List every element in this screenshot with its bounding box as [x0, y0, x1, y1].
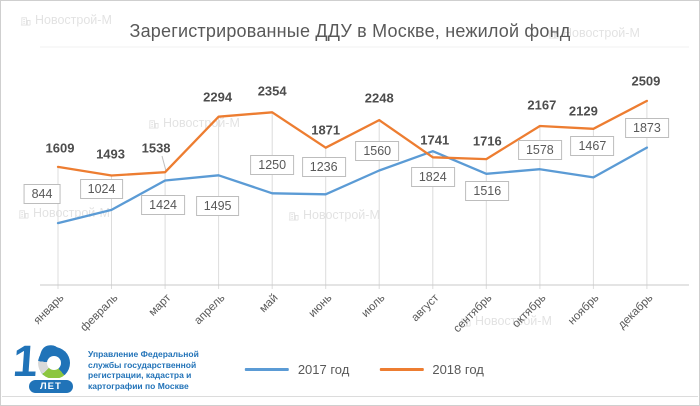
org-name-line: службы государственной — [88, 359, 197, 370]
series-line-2017 — [56, 146, 649, 225]
legend-swatch-2017-icon — [244, 368, 289, 371]
building-icon — [148, 119, 159, 129]
legend-item-2017: 2017 год — [244, 362, 350, 377]
watermark-text: Новострой-М — [33, 206, 110, 220]
rosreestr-logo-block: 10 ЛЕТ Управление Федеральной службы гос… — [11, 337, 199, 395]
org-name-line: Управление Федеральной — [88, 349, 199, 359]
legend-label-2017: 2017 год — [297, 362, 350, 377]
novostroy-m-watermark: Новострой-М — [288, 208, 380, 222]
building-icon — [18, 209, 29, 219]
novostroy-m-watermark: Новострой-М — [20, 13, 112, 27]
novostroy-m-watermark: Новострой-М — [148, 116, 240, 130]
chart-title: Зарегистрированные ДДУ в Москве, нежилой… — [129, 21, 571, 41]
logo-let-badge: ЛЕТ — [27, 378, 75, 395]
legend-item-2018: 2018 год — [379, 362, 484, 377]
building-icon — [460, 317, 471, 327]
watermark-text: Новострой-М — [163, 116, 240, 130]
chart-bottom-border — [2, 396, 698, 397]
building-icon — [20, 16, 31, 26]
org-name: Управление Федеральной службы государств… — [88, 342, 199, 395]
novostroy-m-watermark: Новострой-М — [460, 314, 552, 328]
rosreestr-10-let-logo: 10 ЛЕТ — [11, 337, 75, 395]
watermark-text: Новострой-М — [35, 13, 112, 27]
watermark-text: Новострой-М — [563, 26, 640, 40]
building-icon — [288, 211, 299, 221]
org-name-line: регистрации, кадастра и — [88, 370, 192, 380]
org-name-line: картографии по Москве — [88, 380, 189, 391]
label-leader-line — [161, 155, 167, 172]
watermark-text: Новострой-М — [475, 314, 552, 328]
legend-label-2018: 2018 год — [432, 362, 484, 377]
watermark-text: Новострой-М — [303, 208, 380, 222]
logo-donut-icon — [38, 347, 70, 379]
series-line-2018 — [56, 99, 649, 177]
novostroy-m-watermark: Новострой-М — [18, 206, 110, 220]
legend-swatch-2018-icon — [379, 368, 424, 371]
legend: 2017 год 2018 год — [244, 362, 484, 377]
building-icon — [548, 29, 559, 39]
novostroy-m-watermark: Новострой-М — [548, 26, 640, 40]
